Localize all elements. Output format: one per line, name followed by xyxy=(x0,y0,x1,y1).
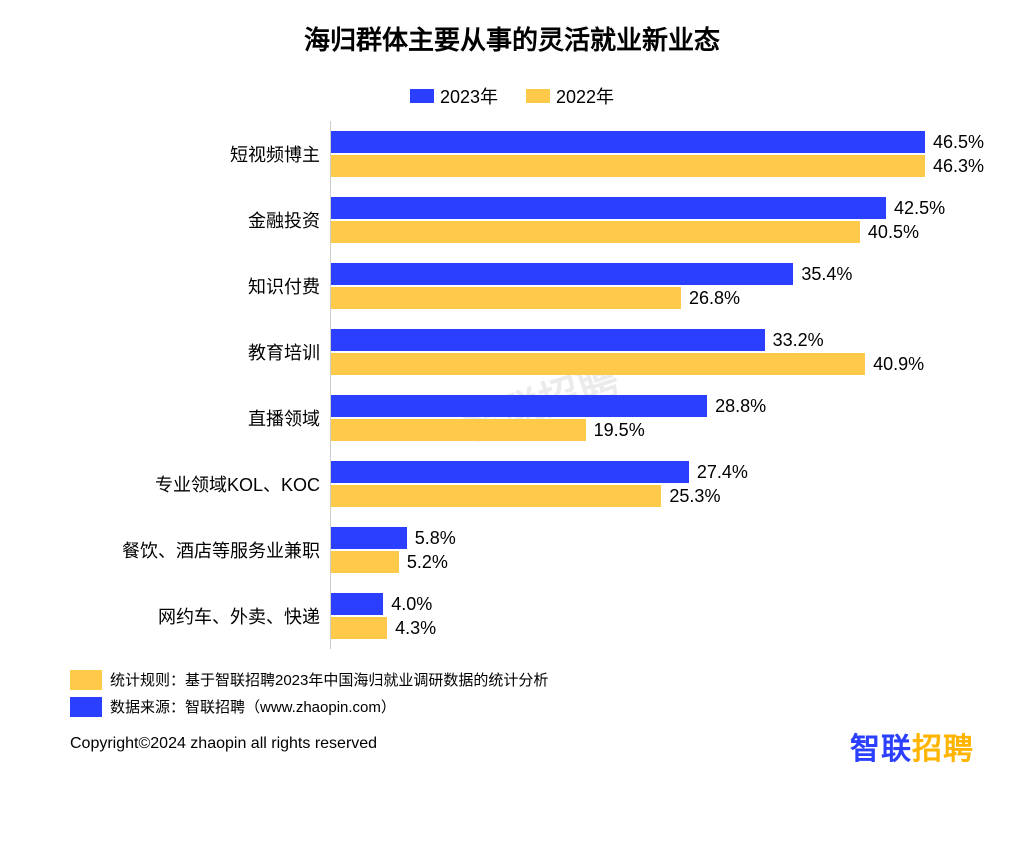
bar-value-label: 25.3% xyxy=(669,486,720,507)
legend-swatch-2022 xyxy=(526,89,550,103)
bar-value-label: 26.8% xyxy=(689,288,740,309)
chart-row: 短视频博主 46.5% 46.3% xyxy=(40,121,984,187)
bar: 46.3% xyxy=(331,155,984,177)
bar: 19.5% xyxy=(331,419,984,441)
bar: 40.9% xyxy=(331,353,984,375)
bar-value-label: 28.8% xyxy=(715,396,766,417)
bar-fill xyxy=(331,419,586,441)
footer-source-text: 数据来源：智联招聘（www.zhaopin.com） xyxy=(110,696,396,717)
chart-area: 智联招聘 短视频博主46.5%46.3%金融投资42.5%40.5%知识付费35… xyxy=(40,121,984,649)
bar-fill xyxy=(331,617,387,639)
bars-cell: 42.5% 40.5% xyxy=(330,187,984,253)
bar-value-label: 40.9% xyxy=(873,354,924,375)
chart-row: 网约车、外卖、快递 4.0% 4.3% xyxy=(40,583,984,649)
bar-value-label: 42.5% xyxy=(894,198,945,219)
bar: 28.8% xyxy=(331,395,984,417)
bar-pair: 33.2% 40.9% xyxy=(331,329,984,375)
bar-fill xyxy=(331,353,865,375)
footer-source-row: 数据来源：智联招聘（www.zhaopin.com） xyxy=(70,696,954,717)
legend-label-2022: 2022年 xyxy=(556,83,614,109)
bar-fill xyxy=(331,551,399,573)
bar: 4.3% xyxy=(331,617,984,639)
bar: 40.5% xyxy=(331,221,984,243)
category-label: 网约车、外卖、快递 xyxy=(40,603,330,629)
bar: 27.4% xyxy=(331,461,984,483)
bar: 5.8% xyxy=(331,527,984,549)
bar-value-label: 33.2% xyxy=(773,330,824,351)
bar-fill xyxy=(331,221,860,243)
legend-swatch-2023 xyxy=(410,89,434,103)
bar-fill xyxy=(331,131,925,153)
bars-cell: 28.8% 19.5% xyxy=(330,385,984,451)
bar-fill xyxy=(331,461,689,483)
bar-fill xyxy=(331,395,707,417)
legend: 2023年 2022年 xyxy=(0,83,1024,109)
brand-logo: 智联招聘 xyxy=(850,724,974,768)
bar: 35.4% xyxy=(331,263,984,285)
legend-item-2022: 2022年 xyxy=(526,83,614,109)
chart-title: 海归群体主要从事的灵活就业新业态 xyxy=(0,0,1024,57)
chart-row: 餐饮、酒店等服务业兼职 5.8% 5.2% xyxy=(40,517,984,583)
chart-row: 金融投资 42.5% 40.5% xyxy=(40,187,984,253)
bar-value-label: 19.5% xyxy=(594,420,645,441)
bar: 25.3% xyxy=(331,485,984,507)
bar-value-label: 4.3% xyxy=(395,618,436,639)
brand-part1: 智联 xyxy=(850,733,912,766)
chart-row: 教育培训 33.2% 40.9% xyxy=(40,319,984,385)
bar-pair: 35.4% 26.8% xyxy=(331,263,984,309)
footer-rule-text: 统计规则：基于智联招聘2023年中国海归就业调研数据的统计分析 xyxy=(110,669,548,690)
bar-pair: 27.4% 25.3% xyxy=(331,461,984,507)
bar-value-label: 27.4% xyxy=(697,462,748,483)
footer-source-swatch xyxy=(70,697,102,717)
category-label: 专业领域KOL、KOC xyxy=(40,471,330,497)
bar-pair: 5.8% 5.2% xyxy=(331,527,984,573)
category-label: 金融投资 xyxy=(40,207,330,233)
bars-cell: 35.4% 26.8% xyxy=(330,253,984,319)
bar-fill xyxy=(331,485,661,507)
category-label: 餐饮、酒店等服务业兼职 xyxy=(40,537,330,563)
brand-part2: 招聘 xyxy=(912,733,974,766)
category-label: 直播领域 xyxy=(40,405,330,431)
bar: 42.5% xyxy=(331,197,984,219)
bar-fill xyxy=(331,527,407,549)
bars-cell: 46.5% 46.3% xyxy=(330,121,984,187)
bar-pair: 46.5% 46.3% xyxy=(331,131,984,177)
bar: 26.8% xyxy=(331,287,984,309)
chart-row: 直播领域 28.8% 19.5% xyxy=(40,385,984,451)
bar: 46.5% xyxy=(331,131,984,153)
bars-cell: 33.2% 40.9% xyxy=(330,319,984,385)
footer-rule-swatch xyxy=(70,670,102,690)
bars-cell: 27.4% 25.3% xyxy=(330,451,984,517)
category-label: 知识付费 xyxy=(40,273,330,299)
legend-item-2023: 2023年 xyxy=(410,83,498,109)
legend-label-2023: 2023年 xyxy=(440,83,498,109)
bar-value-label: 46.3% xyxy=(933,156,984,177)
bar-pair: 4.0% 4.3% xyxy=(331,593,984,639)
bar-fill xyxy=(331,593,383,615)
footer-rule-row: 统计规则：基于智联招聘2023年中国海归就业调研数据的统计分析 xyxy=(70,669,954,690)
bar: 33.2% xyxy=(331,329,984,351)
chart-row: 知识付费 35.4% 26.8% xyxy=(40,253,984,319)
bar-value-label: 4.0% xyxy=(391,594,432,615)
bars-cell: 5.8% 5.2% xyxy=(330,517,984,583)
bar-value-label: 46.5% xyxy=(933,132,984,153)
bar-pair: 28.8% 19.5% xyxy=(331,395,984,441)
bar-value-label: 40.5% xyxy=(868,222,919,243)
bar-fill xyxy=(331,329,765,351)
bar-fill xyxy=(331,197,886,219)
bar-fill xyxy=(331,263,793,285)
category-label: 教育培训 xyxy=(40,339,330,365)
bar: 5.2% xyxy=(331,551,984,573)
bar-value-label: 35.4% xyxy=(801,264,852,285)
bar-value-label: 5.8% xyxy=(415,528,456,549)
bar: 4.0% xyxy=(331,593,984,615)
bar-value-label: 5.2% xyxy=(407,552,448,573)
bars-cell: 4.0% 4.3% xyxy=(330,583,984,649)
chart-row: 专业领域KOL、KOC 27.4% 25.3% xyxy=(40,451,984,517)
bar-fill xyxy=(331,155,925,177)
bar-fill xyxy=(331,287,681,309)
category-label: 短视频博主 xyxy=(40,141,330,167)
bar-pair: 42.5% 40.5% xyxy=(331,197,984,243)
footer: 统计规则：基于智联招聘2023年中国海归就业调研数据的统计分析 数据来源：智联招… xyxy=(70,669,954,717)
